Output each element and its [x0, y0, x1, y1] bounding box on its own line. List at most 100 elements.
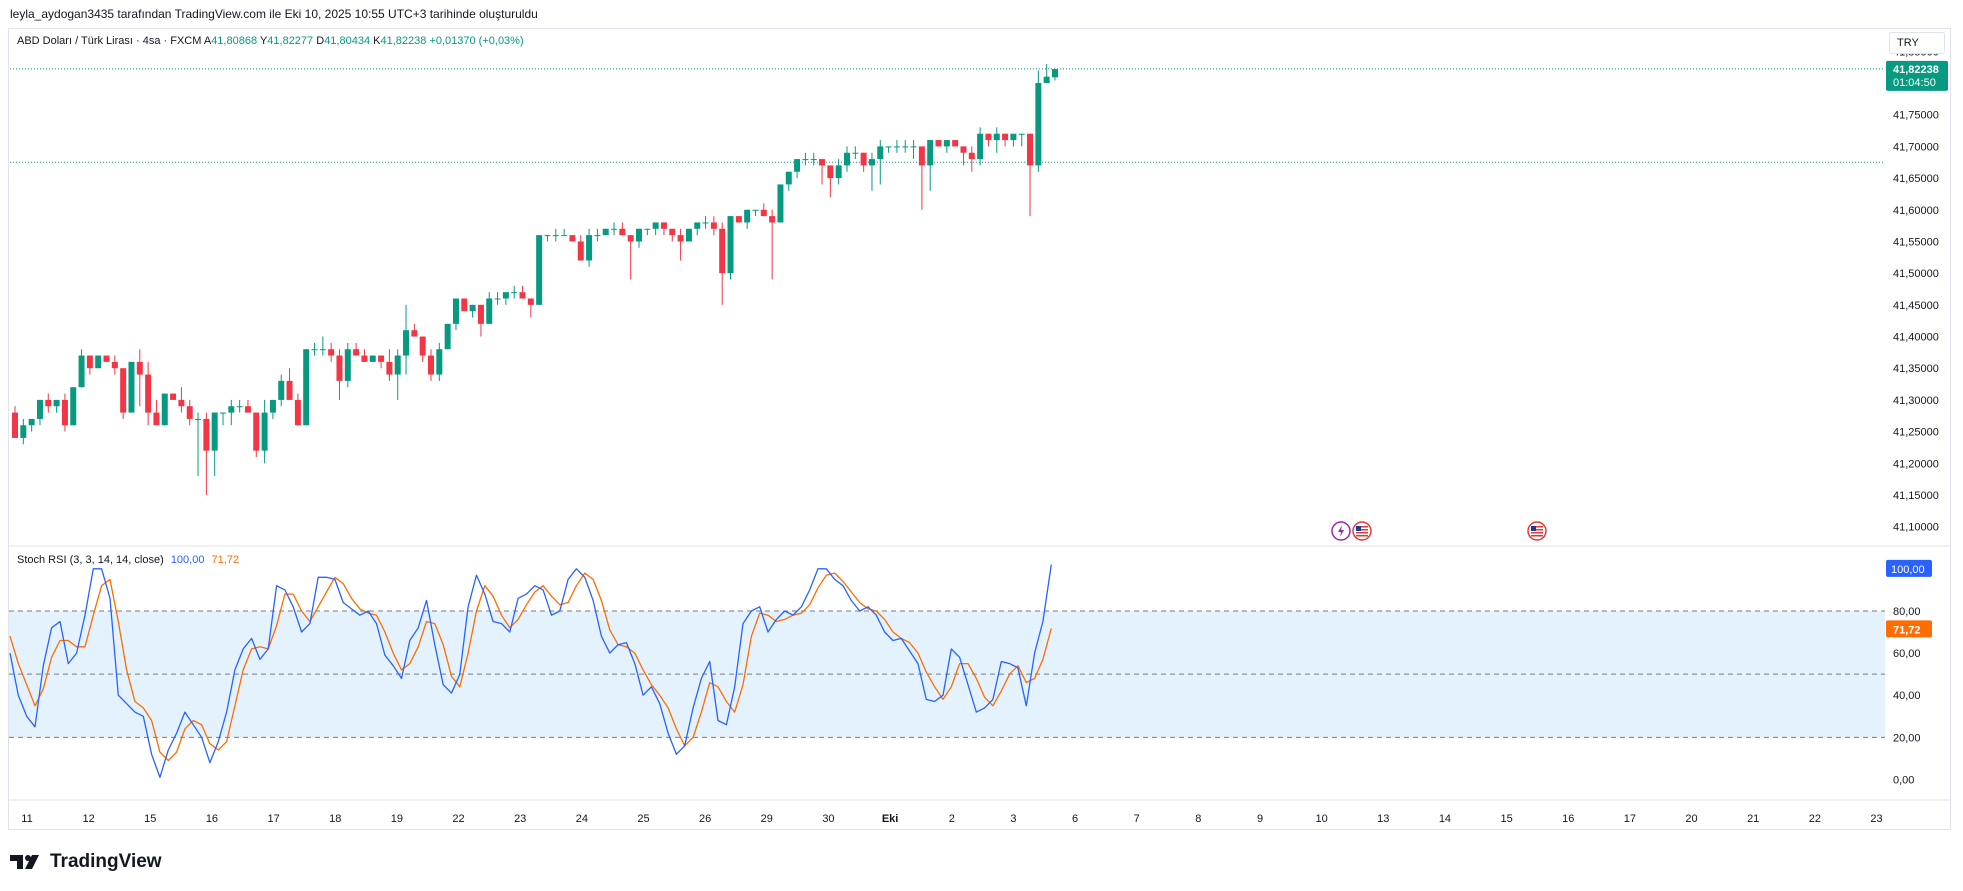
candle-body — [486, 298, 493, 324]
candle-body — [253, 412, 260, 451]
stoch-rsi-k-line — [9, 564, 1052, 779]
candle-body — [1018, 133, 1025, 135]
candle-body — [935, 140, 942, 147]
high-value: 41,82277 — [267, 35, 314, 47]
candle-body — [178, 399, 185, 407]
candle-body — [353, 349, 360, 356]
candle-body — [220, 412, 226, 414]
time-tick-label: 24 — [576, 813, 588, 825]
close-label: K — [373, 35, 381, 47]
candle-body — [170, 393, 177, 400]
candle-body — [294, 399, 301, 426]
candle-body — [236, 406, 243, 408]
candle-body — [719, 228, 726, 274]
candle-body — [852, 152, 859, 154]
candle-body — [694, 222, 701, 229]
price-tick-label: 41,10000 — [1893, 522, 1939, 534]
price-tick-label: 41,30000 — [1893, 395, 1939, 407]
candle-body — [669, 228, 676, 236]
candle-body — [228, 406, 235, 413]
time-tick-label: 14 — [1439, 813, 1451, 825]
lightning-icon — [1331, 521, 1351, 541]
candle-body — [1035, 83, 1042, 166]
candle-body — [594, 235, 601, 237]
time-tick-label: 15 — [144, 813, 156, 825]
candle-body — [652, 222, 659, 229]
time-tick-label: 18 — [329, 813, 341, 825]
stoch-rsi-k-value: 100,00 — [170, 554, 205, 566]
candle-body — [436, 349, 443, 375]
time-tick-label: 13 — [1377, 813, 1389, 825]
time-tick-label: 16 — [206, 813, 218, 825]
stoch-rsi-tick-label: 0,00 — [1893, 774, 1914, 786]
candle-body — [511, 292, 518, 294]
candle-body — [12, 412, 18, 438]
us-flag-icon-canton — [1531, 526, 1536, 531]
candle-body — [469, 304, 476, 312]
low-value: 41,80434 — [324, 35, 371, 47]
candle-body — [960, 146, 967, 153]
candle-body — [602, 228, 609, 236]
candle-body — [760, 209, 767, 217]
open-value: 41,80868 — [211, 35, 258, 47]
us-flag-icon — [1527, 521, 1547, 541]
candle-body — [918, 146, 925, 166]
us-flag-icon-stripe — [1531, 529, 1543, 531]
stoch-rsi-tick-label: 40,00 — [1893, 690, 1921, 702]
time-tick-label: 9 — [1257, 813, 1263, 825]
candle-body — [28, 418, 35, 426]
time-tick-label: 17 — [267, 813, 279, 825]
price-tick-label: 41,35000 — [1893, 363, 1939, 375]
candle-body — [1010, 133, 1017, 141]
time-tick-label: 23 — [514, 813, 526, 825]
candle-body — [452, 298, 459, 324]
candle-body — [369, 355, 376, 362]
price-tick-label: 41,55000 — [1893, 236, 1939, 248]
candle-body — [893, 146, 900, 148]
time-tick-label: 29 — [761, 813, 773, 825]
candle-body — [336, 355, 343, 381]
candle-body — [1052, 69, 1058, 78]
candle-body — [627, 235, 634, 242]
stoch-rsi-k-tag — [1886, 559, 1932, 577]
candle-body — [827, 165, 834, 179]
candle-body — [86, 355, 93, 369]
candle-body — [319, 349, 326, 351]
candle-body — [244, 406, 251, 413]
candle-body — [261, 412, 268, 451]
candle-body — [977, 133, 984, 160]
candle-body — [136, 361, 143, 375]
price-tick-label: 41,45000 — [1893, 300, 1939, 312]
close-value: 41,82238 — [380, 35, 427, 47]
candle-body — [477, 304, 484, 324]
open-label: A — [203, 35, 212, 47]
us-flag-icon-stripe — [1531, 532, 1543, 534]
time-tick-label: 23 — [1870, 813, 1882, 825]
candle-body — [727, 216, 734, 274]
candle-body — [702, 222, 709, 224]
time-tick-label: 30 — [822, 813, 834, 825]
candle-body — [78, 355, 85, 388]
time-tick-label: 8 — [1195, 813, 1201, 825]
candle-body — [744, 209, 751, 223]
currency-button[interactable]: TRY — [1889, 32, 1945, 54]
price-tick-label: 41,20000 — [1893, 458, 1939, 470]
candle-body — [927, 140, 934, 166]
us-flag-icon-stripe — [1356, 526, 1368, 528]
stoch-rsi-tick-label: 20,00 — [1893, 732, 1921, 744]
brand-name: TradingView — [50, 851, 162, 872]
candle-body — [45, 399, 52, 407]
time-axis: 11 12 15 16 17 18 19 22 23 24 25 26 29 30 Eki 2 3 6 7 8 9 10 1… — [8, 799, 1950, 825]
candle-body — [685, 228, 692, 242]
candle-body — [835, 165, 842, 179]
candle-body — [303, 349, 310, 426]
us-flag-icon-ring — [1352, 521, 1372, 541]
candle-body — [394, 355, 401, 375]
tradingview-logo[interactable]: TradingView — [10, 851, 162, 873]
price-pane: 41,8500041,8000041,7500041,7000041,65000… — [8, 45, 1950, 547]
time-tick-label: 11 — [21, 813, 32, 825]
candle-body — [636, 228, 642, 242]
candle-body — [785, 171, 792, 185]
candle-body — [902, 146, 909, 148]
